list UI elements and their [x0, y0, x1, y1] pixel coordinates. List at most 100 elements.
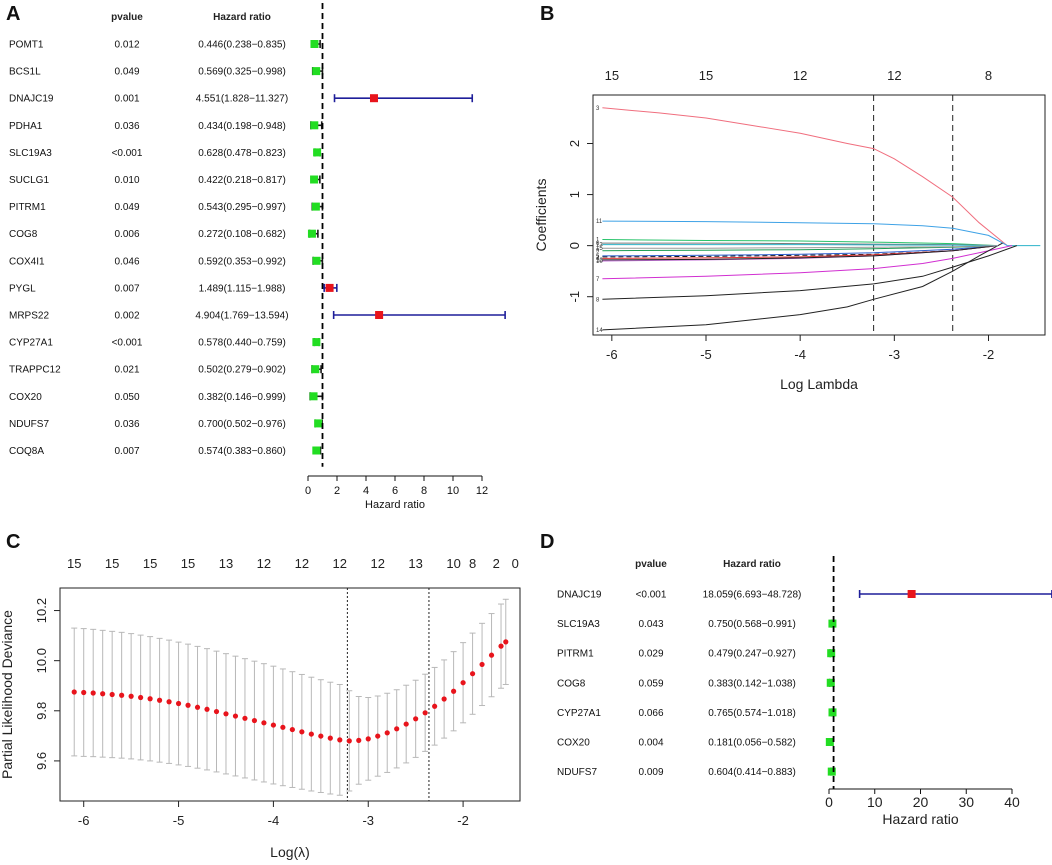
top-axis-label: 15: [105, 556, 119, 571]
cv-point: [503, 639, 509, 645]
gene-label: COG8: [557, 678, 586, 689]
cv-point: [441, 696, 447, 702]
top-axis-label: 12: [333, 556, 347, 571]
pvalue-text: 0.059: [638, 678, 663, 689]
top-axis-label: 13: [219, 556, 233, 571]
pvalue-text: 0.001: [114, 94, 139, 105]
cv-point: [469, 671, 476, 677]
y-tick-label: 9.8: [34, 702, 49, 720]
top-axis-label: 15: [699, 68, 713, 83]
hr-text: 0.700(0.502−0.976): [198, 419, 286, 430]
cv-point: [81, 689, 87, 696]
hr-point: [369, 94, 378, 103]
panel-label-b: B: [540, 3, 554, 25]
gene-label: CYP27A1: [9, 338, 53, 349]
x-tick-label: 6: [392, 485, 398, 497]
x-tick-label: -5: [173, 813, 185, 828]
hr-point: [827, 767, 836, 776]
path-id-label: 1: [596, 238, 600, 244]
hr-text: 0.574(0.383−0.860): [198, 446, 286, 457]
hr-point: [312, 446, 321, 455]
hr-point: [313, 148, 322, 157]
pvalue-text: 0.046: [114, 256, 139, 267]
top-axis-label: 13: [408, 556, 422, 571]
top-axis-label: 8: [469, 556, 476, 571]
cv-point: [413, 716, 419, 722]
x-tick-label: -6: [78, 813, 90, 828]
hr-point: [310, 121, 319, 130]
x-tick-label: -4: [268, 813, 280, 828]
top-axis-label: 10: [446, 556, 460, 571]
x-tick-label: 4: [363, 485, 369, 497]
cv-point: [327, 735, 333, 741]
hr-point: [828, 708, 837, 717]
hr-text: 0.434(0.198−0.948): [198, 121, 286, 132]
plot-frame: [592, 94, 1046, 336]
pvalue-text: 0.002: [114, 311, 139, 322]
y-tick-label: 2: [567, 140, 582, 147]
x-tick-label: -2: [983, 347, 995, 362]
cv-point: [308, 731, 314, 737]
hr-text: 18.059(6.693−48.728): [703, 590, 802, 601]
cv-point: [346, 738, 352, 744]
cv-point: [119, 692, 125, 698]
plot-frame: [59, 587, 521, 802]
x-tick-label: -6: [606, 347, 618, 362]
cv-point: [356, 737, 362, 743]
path-id-label: 6: [596, 241, 600, 247]
hr-point: [375, 311, 384, 319]
hr-text: 0.578(0.440−0.759): [198, 338, 286, 349]
hr-header: Hazard ratio: [213, 12, 271, 23]
x-axis-title: Hazard ratio: [882, 811, 958, 827]
pvalue-text: 0.021: [114, 365, 139, 376]
hr-point: [312, 256, 321, 265]
hr-text: 0.592(0.353−0.992): [198, 256, 286, 267]
hr-point: [826, 678, 835, 687]
cv-point: [251, 717, 258, 724]
x-tick-label: 8: [421, 485, 427, 497]
cv-point: [242, 715, 248, 721]
y-tick-label: 1: [567, 191, 582, 198]
x-tick-label: -5: [700, 347, 712, 362]
x-tick-label: 0: [305, 485, 311, 497]
pvalue-text: 0.007: [114, 283, 139, 294]
coef-path: [602, 245, 998, 258]
gene-label: PYGL: [9, 283, 36, 294]
gene-label: SUCLG1: [9, 175, 49, 186]
hr-point: [309, 392, 318, 401]
cv-point: [299, 729, 305, 735]
gene-label: TRAPPC12: [9, 365, 61, 376]
hr-text: 0.181(0.056−0.582): [708, 738, 796, 749]
gene-label: COX20: [9, 392, 42, 403]
gene-label: SLC19A3: [9, 148, 52, 159]
hr-point: [307, 229, 316, 238]
pvalue-text: 0.036: [114, 121, 139, 132]
gene-label: COX20: [557, 738, 590, 749]
pvalue-text: 0.029: [638, 649, 663, 660]
path-id-label: 12: [596, 258, 603, 264]
coef-path: [602, 245, 1013, 280]
hr-text: 0.382(0.146−0.999): [198, 392, 286, 403]
hr-text: 0.422(0.218−0.817): [198, 175, 286, 186]
pvalue-text: 0.007: [114, 446, 139, 457]
hr-text: 0.604(0.414−0.883): [708, 767, 796, 778]
pvalue-text: 0.036: [114, 419, 139, 430]
gene-label: NDUFS7: [9, 419, 49, 430]
path-id-label: 3: [596, 106, 600, 112]
path-id-label: 15: [596, 246, 603, 252]
top-axis-label: 0: [512, 556, 519, 571]
hr-point: [828, 619, 837, 628]
gene-label: DNAJC19: [557, 590, 602, 601]
gene-label: PITRM1: [557, 649, 594, 660]
panel-label-a: A: [6, 3, 20, 25]
coef-path: [602, 242, 1003, 331]
x-tick-label: 40: [1004, 794, 1020, 810]
hr-header: Hazard ratio: [723, 559, 781, 570]
cv-point: [365, 736, 371, 742]
y-tick-label: 0: [567, 242, 582, 249]
y-tick-label: -1: [567, 291, 582, 303]
pvalue-header: pvalue: [635, 559, 667, 570]
cv-point: [422, 710, 428, 716]
